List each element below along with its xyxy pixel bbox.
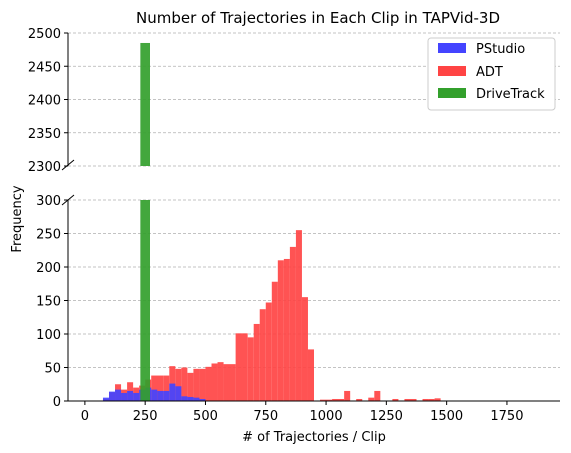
y-tick-label: 0 [53, 395, 61, 410]
x-tick-label: 750 [253, 409, 278, 424]
x-tick-label: 1750 [490, 409, 523, 424]
bar-adt [307, 349, 314, 401]
y-tick-label: 300 [36, 194, 61, 209]
upper-y-ticks: 2300 2350 2400 2450 2500 [28, 27, 68, 175]
lower-bars [102, 200, 441, 401]
bar-pstudio [127, 390, 134, 401]
y-tick-label: 250 [36, 228, 61, 243]
bar-adt [434, 398, 441, 401]
y-tick-label: 2500 [28, 27, 61, 42]
legend-swatch-drivetrack [438, 88, 466, 98]
legend-swatch-adt [438, 66, 466, 76]
bar-pstudio [169, 383, 176, 401]
bar-adt [283, 258, 290, 401]
legend-label-drivetrack: DriveTrack [476, 87, 545, 102]
bar-adt [211, 363, 218, 401]
y-tick-label: 2300 [28, 160, 61, 175]
x-ticks: 0 250 500 750 1000 1250 1500 1750 [81, 401, 523, 424]
x-tick-label: 500 [193, 409, 218, 424]
bar-adt [235, 333, 248, 401]
bar-drivetrack [140, 200, 150, 401]
bar-adt [163, 375, 170, 401]
bar-drivetrack-upper [140, 42, 150, 166]
upper-panel: 2300 2350 2400 2450 2500 [28, 27, 560, 175]
bar-adt [320, 399, 333, 401]
y-tick-label: 2350 [28, 127, 61, 142]
bar-adt [392, 398, 399, 401]
bar-adt [259, 309, 266, 401]
bar-adt [289, 246, 296, 401]
legend-label-pstudio: PStudio [476, 42, 525, 57]
y-axis-label: Frequency [10, 185, 25, 252]
bar-adt [271, 281, 278, 401]
bar-adt [404, 398, 417, 401]
bar-pstudio [157, 390, 164, 401]
bar-adt [187, 372, 194, 401]
x-tick-label: 250 [133, 409, 158, 424]
y-tick-label: 100 [36, 328, 61, 343]
bar-adt [277, 260, 284, 401]
bar-adt [368, 397, 375, 401]
bar-adt [175, 368, 182, 401]
upper-bars [140, 42, 150, 166]
bar-adt [265, 302, 272, 401]
y-tick-label: 2450 [28, 60, 61, 75]
legend-swatch-pstudio [438, 43, 466, 53]
bar-adt [223, 364, 236, 401]
bar-pstudio [151, 389, 158, 401]
legend-label-adt: ADT [476, 65, 503, 80]
x-axis-label: # of Trajectories / Clip [242, 430, 386, 445]
bar-adt [301, 297, 308, 401]
bar-adt [356, 398, 363, 401]
bar-adt [428, 398, 435, 401]
chart-title: Number of Trajectories in Each Clip in T… [136, 9, 500, 27]
lower-y-ticks: 0 50 100 150 200 250 300 [36, 194, 68, 410]
bar-adt [247, 337, 254, 401]
bar-adt [374, 390, 381, 401]
bar-adt [344, 390, 351, 401]
bar-adt [205, 366, 212, 401]
bar-pstudio [102, 397, 109, 401]
bar-adt [199, 368, 206, 401]
legend: PStudio ADT DriveTrack [427, 37, 556, 111]
bar-adt [332, 398, 345, 401]
bar-adt [253, 323, 260, 401]
bar-pstudio [187, 396, 194, 401]
bar-adt [217, 362, 224, 401]
x-tick-label: 1000 [310, 409, 343, 424]
bar-adt [295, 230, 302, 401]
x-tick-label: 1250 [370, 409, 403, 424]
bar-pstudio [163, 390, 170, 401]
bar-adt [193, 368, 200, 401]
bar-pstudio [133, 392, 140, 401]
x-tick-label: 1500 [430, 409, 463, 424]
axis-break-mark-upper [61, 159, 75, 171]
x-tick-label: 0 [81, 409, 89, 424]
bar-pstudio [175, 386, 182, 401]
y-tick-label: 50 [44, 362, 61, 377]
bar-adt [181, 367, 188, 401]
bar-pstudio [193, 397, 200, 401]
bar-adt [422, 398, 429, 401]
bar-pstudio [121, 392, 128, 401]
bar-pstudio [109, 391, 116, 401]
bar-pstudio [199, 398, 206, 401]
y-tick-label: 2400 [28, 94, 61, 109]
bar-pstudio [115, 389, 122, 401]
y-tick-label: 150 [36, 295, 61, 310]
y-tick-label: 200 [36, 261, 61, 276]
bar-pstudio [181, 396, 188, 401]
lower-panel: 0 50 100 150 200 250 300 0 250 500 750 1000 1250 150… [36, 194, 560, 424]
